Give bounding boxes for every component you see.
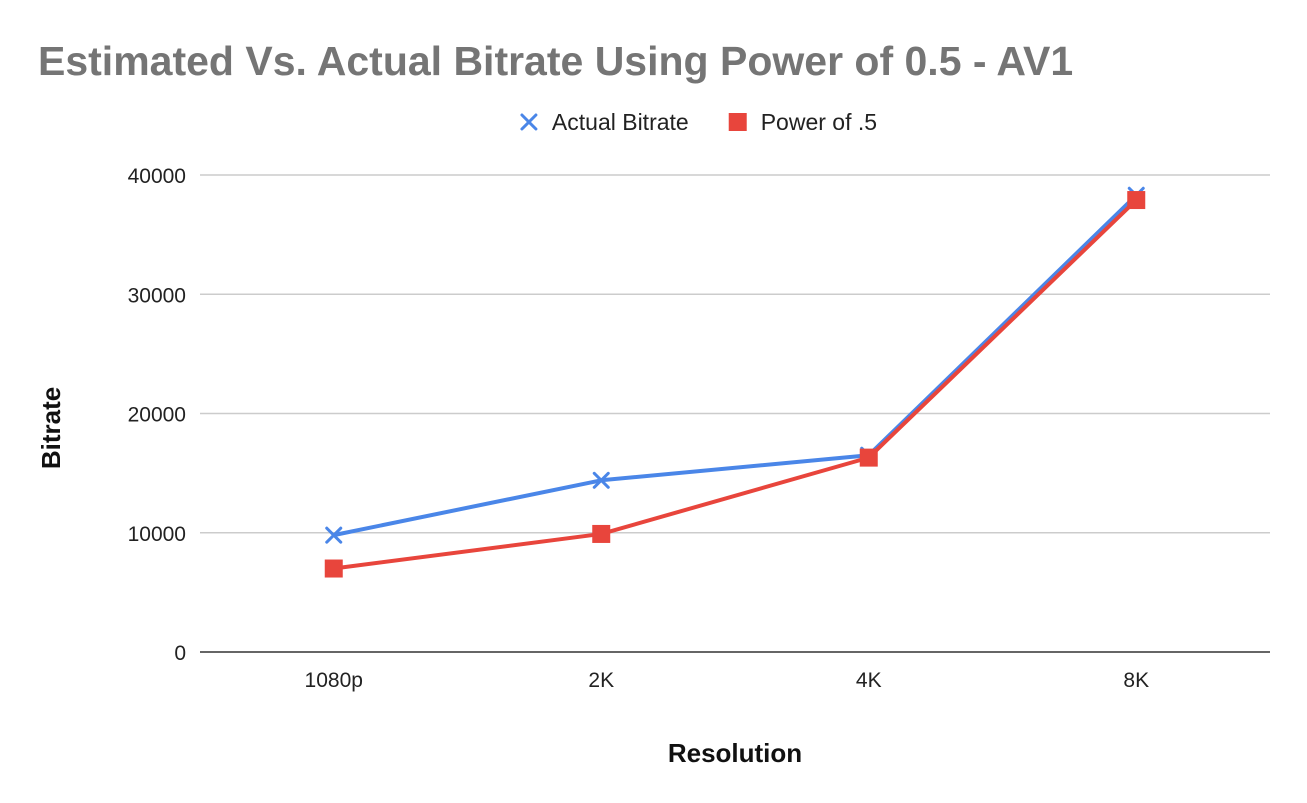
x-axis-title: Resolution — [668, 738, 802, 768]
y-tick-label: 0 — [174, 642, 186, 665]
x-tick-label: 2K — [588, 669, 614, 692]
y-axis-tick-labels: 0 10000 20000 30000 40000 — [128, 165, 186, 665]
series-line — [333, 198, 1138, 571]
data-point — [592, 471, 610, 489]
data-point — [859, 448, 878, 467]
data-point — [325, 526, 343, 544]
chart-title: Estimated Vs. Actual Bitrate Using Power… — [38, 38, 1073, 84]
gridlines — [200, 174, 1270, 653]
legend-marker — [520, 113, 538, 131]
legend-marker — [728, 113, 747, 131]
legend-label: Power of .5 — [761, 109, 877, 135]
series-line — [333, 193, 1138, 538]
series-0 — [325, 186, 1145, 544]
data-point — [324, 559, 343, 578]
data-point — [592, 524, 611, 543]
y-tick-label: 10000 — [128, 523, 186, 546]
x-tick-label: 1080p — [305, 669, 363, 692]
y-tick-label: 40000 — [128, 165, 186, 188]
x-axis-tick-labels: 1080p 2K 4K 8K — [305, 669, 1150, 692]
series-1 — [324, 191, 1146, 578]
x-tick-label: 4K — [856, 669, 882, 692]
data-point — [1127, 191, 1146, 210]
x-tick-label: 8K — [1123, 669, 1149, 692]
y-tick-label: 20000 — [128, 404, 186, 427]
legend: Actual Bitrate Power of .5 — [520, 109, 877, 135]
series-layer — [324, 186, 1146, 578]
y-tick-label: 30000 — [128, 284, 186, 307]
legend-label: Actual Bitrate — [552, 109, 689, 135]
y-axis-title: Bitrate — [36, 387, 66, 469]
